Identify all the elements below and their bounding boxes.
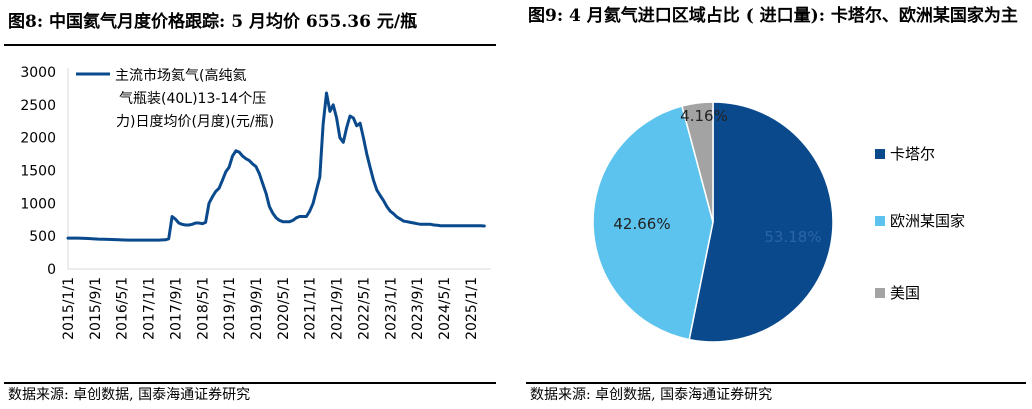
y-tick-label: 1000 [20,196,56,212]
x-tick-label: 2025/1/1 [464,277,480,340]
x-tick-label: 2015/1/1 [61,277,77,340]
price-line-chart: 0 500 1000 1500 2000 2500 3000 2015/1/1 2015/9/1… [20,65,491,340]
x-tick-label: 2023/1/1 [383,277,399,340]
right-figure-title: 图9: 4 月氦气进口区域占比 ( 进口量): 卡塔尔、欧洲某国家为主 [528,6,1018,26]
left-source-rule [4,382,496,384]
legend-label: 欧洲某国家 [890,212,965,230]
x-tick-label: 2019/9/1 [249,277,265,340]
x-tick-label: 2017/1/1 [142,277,158,340]
pie-legend-item: 美国 [875,284,920,302]
y-tick-label: 1500 [20,164,56,180]
pie-slice-1 [592,105,714,341]
legend-label: 主流市场氦气(高纯氦气瓶装(40L)13-14个压力)日度均价(月度)(元/瓶) [115,67,274,130]
pie-legend-item: 欧洲某国家 [875,212,965,230]
pie-slice-0 [688,101,834,343]
y-tick-label: 500 [29,229,56,245]
legend-label: 美国 [890,284,920,302]
x-tick-label: 2016/5/1 [115,277,131,340]
line-legend: 主流市场氦气(高纯氦气瓶装(40L)13-14个压力)日度均价(月度)(元/瓶) [76,67,274,130]
left-source-note: 数据来源: 卓创数据, 国泰海通证券研究 [8,387,251,403]
y-tick-label: 3000 [20,65,56,81]
pie-data-label: 4.16% [680,107,728,125]
left-figure-panel: 图8: 中国氦气月度价格跟踪: 5 月均价 655.36 元/瓶 0 500 100… [0,0,500,409]
x-tick-label: 2020/5/1 [276,277,292,340]
legend-label: 卡塔尔 [890,145,935,163]
left-title-rule [4,44,496,46]
legend-swatch [875,149,885,159]
y-tick-label: 2500 [20,98,56,114]
x-tick-label: 2015/9/1 [88,277,104,340]
pie-data-label: 42.66% [613,215,670,233]
x-tick-label: 2022/5/1 [356,277,372,340]
left-figure-title: 图8: 中国氦气月度价格跟踪: 5 月均价 655.36 元/瓶 [8,12,418,32]
x-tick-label: 2017/9/1 [168,277,184,340]
pie-legend-item: 卡塔尔 [875,145,935,163]
right-figure-panel: 图9: 4 月氦气进口区域占比 ( 进口量): 卡塔尔、欧洲某国家为主 53.1… [522,0,1032,409]
x-tick-label: 2021/1/1 [303,277,319,340]
x-tick-label: 2021/9/1 [330,277,346,340]
legend-swatch [875,288,885,298]
x-tick-label: 2018/5/1 [195,277,211,340]
legend-swatch [875,216,885,226]
y-tick-label: 0 [47,262,56,278]
pie-data-label: 53.18% [764,228,821,246]
price-series-line [66,91,486,242]
x-tick-label: 2023/9/1 [410,277,426,340]
x-tick-label: 2019/1/1 [222,277,238,340]
y-tick-label: 2000 [20,131,56,147]
pie-slice-2 [681,101,714,223]
right-source-note: 数据来源: 卓创数据, 国泰海通证券研究 [530,387,773,403]
right-source-rule [526,382,1026,384]
x-tick-label: 2024/5/1 [437,277,453,340]
